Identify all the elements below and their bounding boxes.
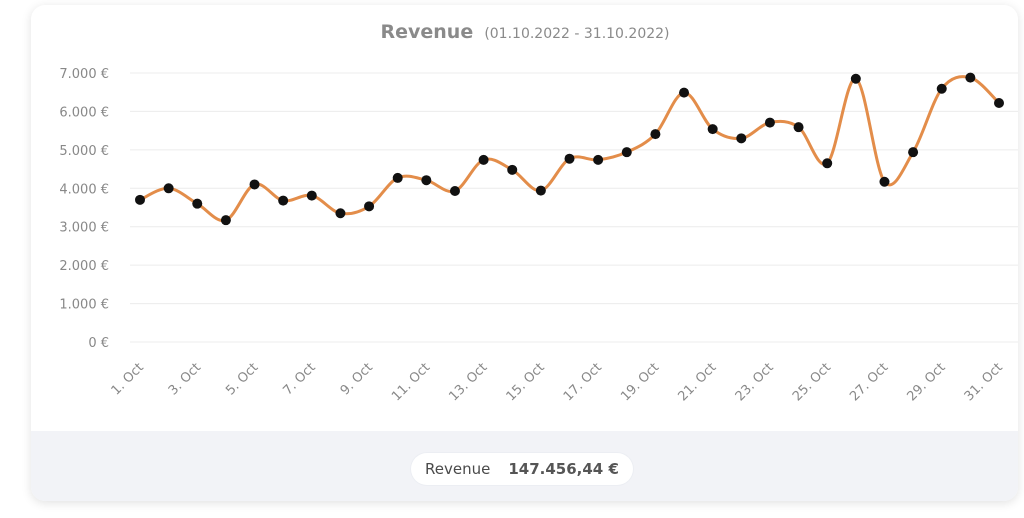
x-tick-label: 21. Oct (675, 360, 719, 404)
chart-title: Revenue (01.10.2022 - 31.10.2022) (380, 21, 669, 43)
data-point[interactable] (249, 179, 260, 190)
data-point[interactable] (679, 87, 690, 98)
y-axis: 0 € 1.000 € 2.000 € 3.000 € 4.000 € 5.000 € 6.… (59, 67, 109, 351)
x-tick-label: 13. Oct (446, 360, 490, 404)
x-tick-label: 9. Oct (338, 360, 376, 398)
data-point[interactable] (965, 72, 976, 83)
legend-item-revenue[interactable]: Revenue 147.456,44 € (411, 453, 633, 485)
x-tick-label: 25. Oct (790, 360, 834, 404)
x-tick-label: 11. Oct (389, 360, 433, 404)
data-point[interactable] (936, 83, 947, 94)
y-tick-label: 6.000 € (59, 105, 109, 120)
data-point[interactable] (220, 215, 231, 226)
x-tick-label: 27. Oct (847, 360, 891, 404)
series-line-revenue (138, 75, 1001, 223)
data-point[interactable] (593, 154, 604, 165)
data-point[interactable] (507, 164, 518, 175)
legend-label: Revenue (425, 460, 491, 478)
data-point[interactable] (650, 129, 661, 140)
x-tick-label: 31. Oct (962, 360, 1006, 404)
x-tick-label: 3. Oct (166, 360, 204, 398)
legend-total: 147.456,44 € (508, 460, 619, 478)
x-tick-label: 29. Oct (905, 360, 949, 404)
data-point[interactable] (449, 185, 460, 196)
y-tick-label: 7.000 € (59, 67, 109, 82)
data-point[interactable] (135, 194, 145, 205)
data-point[interactable] (850, 73, 861, 84)
y-tick-label: 0 € (88, 336, 109, 351)
data-point[interactable] (163, 183, 174, 194)
data-point[interactable] (335, 208, 346, 219)
revenue-chart: Revenue (01.10.2022 - 31.10.2022) 0 € 1.0… (59, 21, 1018, 404)
x-tick-label: 5. Oct (223, 360, 261, 398)
chart-card: Revenue (01.10.2022 - 31.10.2022) 0 € 1.0… (31, 5, 1018, 501)
series-points (135, 72, 1004, 226)
data-point[interactable] (564, 153, 575, 164)
data-point[interactable] (392, 172, 403, 183)
data-point[interactable] (908, 147, 919, 158)
y-tick-label: 3.000 € (59, 221, 109, 236)
x-tick-label: 7. Oct (280, 360, 318, 398)
chart-legend-bar: Revenue 147.456,44 € (31, 431, 1018, 501)
y-tick-label: 4.000 € (59, 182, 109, 197)
data-point[interactable] (707, 124, 718, 135)
data-point[interactable] (621, 147, 632, 158)
y-tick-label: 5.000 € (59, 144, 109, 159)
data-point[interactable] (994, 97, 1004, 108)
x-tick-label: 15. Oct (504, 360, 548, 404)
y-tick-label: 1.000 € (59, 298, 109, 313)
chart-title-main: Revenue (380, 21, 473, 43)
data-point[interactable] (306, 190, 317, 201)
data-point[interactable] (822, 158, 833, 169)
grid-lines (130, 72, 1018, 343)
x-tick-label: 17. Oct (561, 360, 605, 404)
data-point[interactable] (736, 133, 747, 144)
data-point[interactable] (764, 117, 775, 128)
data-point[interactable] (421, 175, 432, 186)
x-axis: 1. Oct 3. Oct 5. Oct 7. Oct 9. Oct 11. Oct 13.… (109, 360, 1006, 404)
x-tick-label: 1. Oct (109, 360, 147, 398)
y-tick-label: 2.000 € (59, 259, 109, 274)
chart-title-subtitle: (01.10.2022 - 31.10.2022) (484, 26, 669, 42)
data-point[interactable] (278, 195, 289, 206)
data-point[interactable] (192, 198, 203, 209)
data-point[interactable] (478, 154, 489, 165)
data-point[interactable] (364, 201, 375, 212)
x-tick-label: 23. Oct (733, 360, 777, 404)
data-point[interactable] (879, 176, 890, 187)
data-point[interactable] (793, 122, 804, 133)
data-point[interactable] (535, 185, 546, 196)
x-tick-label: 19. Oct (618, 360, 662, 404)
